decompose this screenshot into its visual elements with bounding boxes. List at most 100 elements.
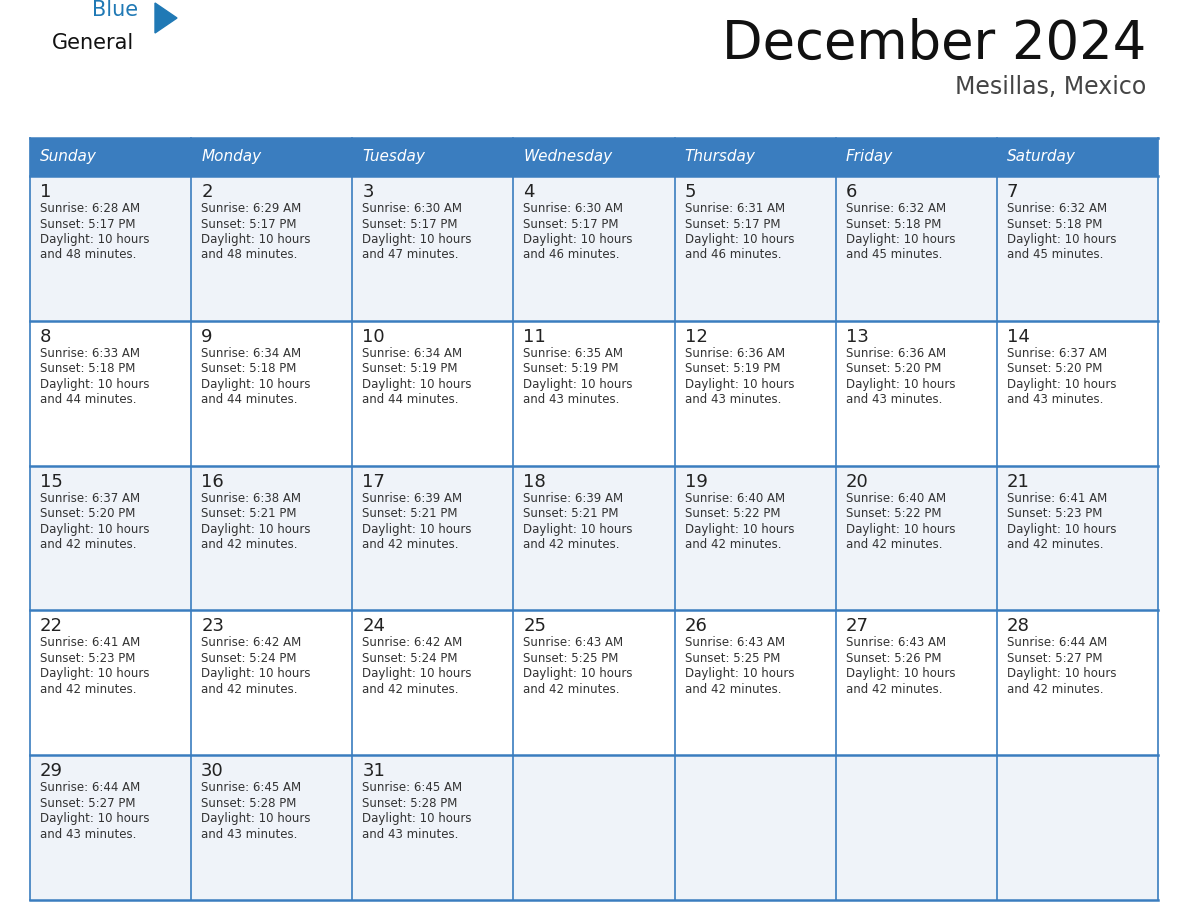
Bar — [513, 320, 675, 465]
Text: Sunrise: 6:32 AM: Sunrise: 6:32 AM — [1007, 202, 1107, 215]
Text: Daylight: 10 hours: Daylight: 10 hours — [201, 522, 310, 535]
Text: Daylight: 10 hours: Daylight: 10 hours — [362, 812, 472, 825]
Text: and 42 minutes.: and 42 minutes. — [40, 538, 137, 551]
Bar — [30, 138, 191, 176]
Text: Daylight: 10 hours: Daylight: 10 hours — [684, 522, 794, 535]
Text: Sunrise: 6:30 AM: Sunrise: 6:30 AM — [524, 202, 624, 215]
Text: Sunrise: 6:45 AM: Sunrise: 6:45 AM — [362, 781, 462, 794]
Text: and 48 minutes.: and 48 minutes. — [201, 249, 297, 262]
Text: December 2024: December 2024 — [722, 18, 1146, 70]
Text: 26: 26 — [684, 618, 707, 635]
Bar — [353, 176, 513, 320]
Text: Daylight: 10 hours: Daylight: 10 hours — [1007, 522, 1117, 535]
Text: and 46 minutes.: and 46 minutes. — [684, 249, 781, 262]
Text: Sunrise: 6:35 AM: Sunrise: 6:35 AM — [524, 347, 624, 360]
Text: Daylight: 10 hours: Daylight: 10 hours — [1007, 667, 1117, 680]
Text: Daylight: 10 hours: Daylight: 10 hours — [684, 233, 794, 246]
Text: Sunrise: 6:43 AM: Sunrise: 6:43 AM — [846, 636, 946, 649]
Bar — [835, 465, 997, 610]
Text: Daylight: 10 hours: Daylight: 10 hours — [201, 378, 310, 391]
Text: Sunrise: 6:34 AM: Sunrise: 6:34 AM — [201, 347, 302, 360]
Text: and 42 minutes.: and 42 minutes. — [362, 538, 459, 551]
Text: Daylight: 10 hours: Daylight: 10 hours — [201, 812, 310, 825]
Text: 18: 18 — [524, 473, 546, 490]
Text: Daylight: 10 hours: Daylight: 10 hours — [684, 378, 794, 391]
Bar — [191, 756, 353, 900]
Bar — [997, 320, 1158, 465]
Text: Friday: Friday — [846, 150, 893, 164]
Text: Sunrise: 6:37 AM: Sunrise: 6:37 AM — [1007, 347, 1107, 360]
Text: Daylight: 10 hours: Daylight: 10 hours — [1007, 233, 1117, 246]
Polygon shape — [154, 3, 177, 33]
Text: 13: 13 — [846, 328, 868, 346]
Text: and 42 minutes.: and 42 minutes. — [524, 683, 620, 696]
Bar — [997, 756, 1158, 900]
Text: Sunrise: 6:30 AM: Sunrise: 6:30 AM — [362, 202, 462, 215]
Text: Daylight: 10 hours: Daylight: 10 hours — [40, 522, 150, 535]
Bar — [675, 138, 835, 176]
Text: Sunset: 5:17 PM: Sunset: 5:17 PM — [684, 218, 781, 230]
Text: and 43 minutes.: and 43 minutes. — [201, 828, 297, 841]
Bar — [675, 465, 835, 610]
Text: Sunset: 5:17 PM: Sunset: 5:17 PM — [201, 218, 297, 230]
Bar — [353, 610, 513, 756]
Text: Sunset: 5:18 PM: Sunset: 5:18 PM — [201, 363, 297, 375]
Text: Sunset: 5:21 PM: Sunset: 5:21 PM — [362, 507, 457, 521]
Bar — [997, 176, 1158, 320]
Text: and 45 minutes.: and 45 minutes. — [1007, 249, 1104, 262]
Text: Daylight: 10 hours: Daylight: 10 hours — [40, 233, 150, 246]
Bar — [835, 138, 997, 176]
Text: and 45 minutes.: and 45 minutes. — [846, 249, 942, 262]
Text: and 43 minutes.: and 43 minutes. — [1007, 393, 1104, 407]
Text: Saturday: Saturday — [1007, 150, 1075, 164]
Bar — [675, 610, 835, 756]
Bar — [513, 465, 675, 610]
Text: Daylight: 10 hours: Daylight: 10 hours — [40, 667, 150, 680]
Text: and 42 minutes.: and 42 minutes. — [846, 538, 942, 551]
Text: 11: 11 — [524, 328, 546, 346]
Text: Sunrise: 6:40 AM: Sunrise: 6:40 AM — [684, 492, 785, 505]
Text: Sunset: 5:20 PM: Sunset: 5:20 PM — [846, 363, 941, 375]
Text: Daylight: 10 hours: Daylight: 10 hours — [524, 522, 633, 535]
Text: Daylight: 10 hours: Daylight: 10 hours — [524, 233, 633, 246]
Text: Sunset: 5:20 PM: Sunset: 5:20 PM — [1007, 363, 1102, 375]
Text: Daylight: 10 hours: Daylight: 10 hours — [362, 667, 472, 680]
Bar — [675, 176, 835, 320]
Text: 3: 3 — [362, 183, 374, 201]
Bar — [997, 465, 1158, 610]
Text: Sunrise: 6:28 AM: Sunrise: 6:28 AM — [40, 202, 140, 215]
Text: and 44 minutes.: and 44 minutes. — [362, 393, 459, 407]
Text: Sunrise: 6:39 AM: Sunrise: 6:39 AM — [524, 492, 624, 505]
Text: Daylight: 10 hours: Daylight: 10 hours — [684, 667, 794, 680]
Text: and 44 minutes.: and 44 minutes. — [40, 393, 137, 407]
Text: and 42 minutes.: and 42 minutes. — [846, 683, 942, 696]
Text: 14: 14 — [1007, 328, 1030, 346]
Text: 16: 16 — [201, 473, 223, 490]
Bar — [835, 610, 997, 756]
Text: 23: 23 — [201, 618, 225, 635]
Bar — [191, 138, 353, 176]
Text: Tuesday: Tuesday — [362, 150, 425, 164]
Text: Sunrise: 6:29 AM: Sunrise: 6:29 AM — [201, 202, 302, 215]
Bar — [513, 610, 675, 756]
Text: 7: 7 — [1007, 183, 1018, 201]
Text: Daylight: 10 hours: Daylight: 10 hours — [524, 378, 633, 391]
Text: Sunrise: 6:33 AM: Sunrise: 6:33 AM — [40, 347, 140, 360]
Text: Sunset: 5:21 PM: Sunset: 5:21 PM — [201, 507, 297, 521]
Text: and 43 minutes.: and 43 minutes. — [524, 393, 620, 407]
Text: 30: 30 — [201, 762, 223, 780]
Text: 21: 21 — [1007, 473, 1030, 490]
Text: Sunset: 5:28 PM: Sunset: 5:28 PM — [201, 797, 297, 810]
Text: 24: 24 — [362, 618, 385, 635]
Text: Daylight: 10 hours: Daylight: 10 hours — [524, 667, 633, 680]
Text: 22: 22 — [40, 618, 63, 635]
Text: Sunset: 5:23 PM: Sunset: 5:23 PM — [1007, 507, 1102, 521]
Text: Sunset: 5:27 PM: Sunset: 5:27 PM — [40, 797, 135, 810]
Text: and 47 minutes.: and 47 minutes. — [362, 249, 459, 262]
Text: 6: 6 — [846, 183, 857, 201]
Text: Daylight: 10 hours: Daylight: 10 hours — [201, 233, 310, 246]
Text: Daylight: 10 hours: Daylight: 10 hours — [201, 667, 310, 680]
Bar — [835, 756, 997, 900]
Text: and 43 minutes.: and 43 minutes. — [684, 393, 781, 407]
Text: Sunset: 5:22 PM: Sunset: 5:22 PM — [846, 507, 941, 521]
